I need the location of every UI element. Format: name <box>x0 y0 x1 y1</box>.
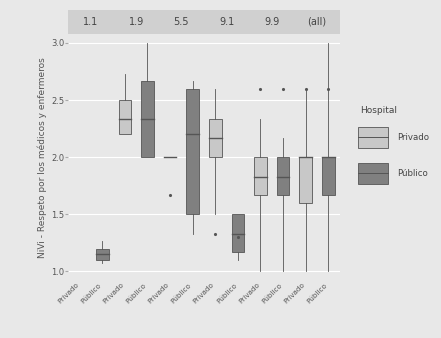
Text: 9.9: 9.9 <box>264 17 280 27</box>
Bar <box>322 157 335 195</box>
Bar <box>299 157 312 203</box>
Bar <box>119 100 131 134</box>
Text: (all): (all) <box>307 17 326 27</box>
FancyBboxPatch shape <box>358 163 388 184</box>
Text: Hospital: Hospital <box>360 106 397 115</box>
Bar <box>277 157 289 195</box>
Bar <box>141 81 154 157</box>
Y-axis label: NiVi - Respeto por los médicos y enfermeros: NiVi - Respeto por los médicos y enferme… <box>37 57 47 258</box>
Text: 1.9: 1.9 <box>128 17 144 27</box>
Bar <box>254 157 267 195</box>
Bar <box>232 214 244 252</box>
Bar <box>96 248 108 260</box>
Text: Público: Público <box>397 169 428 178</box>
FancyBboxPatch shape <box>358 127 388 148</box>
Text: Privado: Privado <box>397 133 429 142</box>
Text: 5.5: 5.5 <box>174 17 189 27</box>
Text: 9.1: 9.1 <box>219 17 234 27</box>
Text: 1.1: 1.1 <box>83 17 99 27</box>
Bar <box>187 89 199 214</box>
Bar <box>209 119 221 157</box>
